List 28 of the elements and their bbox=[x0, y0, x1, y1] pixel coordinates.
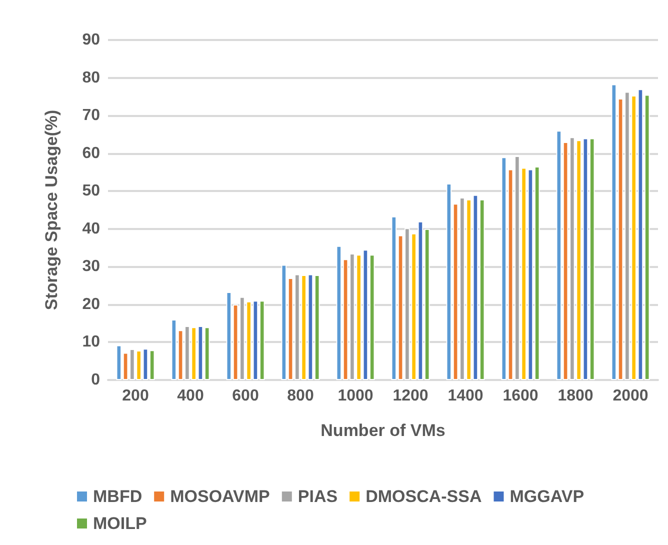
y-tick-label: 0 bbox=[91, 372, 100, 388]
y-tick-label: 90 bbox=[82, 32, 100, 48]
legend-label: MGGAVP bbox=[510, 487, 584, 506]
x-tick-label: 400 bbox=[177, 388, 204, 404]
x-tick-label: 1400 bbox=[448, 388, 484, 404]
x-tick-label: 1200 bbox=[392, 388, 428, 404]
legend-label: MBFD bbox=[93, 487, 142, 506]
legend-label: MOSOAVMP bbox=[170, 487, 270, 506]
y-tick-label: 70 bbox=[82, 107, 100, 124]
y-tick-label: 60 bbox=[82, 144, 100, 162]
y-tick-label: 30 bbox=[82, 258, 100, 276]
x-tick-label: 200 bbox=[122, 388, 149, 404]
legend-label: MOILP bbox=[93, 514, 147, 533]
legend-label: DMOSCA-SSA bbox=[366, 487, 482, 506]
y-axis-title: Storage Space Usage(%) bbox=[42, 110, 61, 310]
x-tick-label: 800 bbox=[287, 388, 314, 404]
x-tick-label: 2000 bbox=[612, 388, 648, 404]
y-tick-label: 80 bbox=[82, 69, 100, 86]
y-tick-label: 20 bbox=[82, 296, 100, 313]
x-tick-label: 600 bbox=[232, 388, 259, 404]
legend-label: PIAS bbox=[298, 487, 338, 506]
y-tick-label: 50 bbox=[82, 182, 100, 200]
x-tick-label: 1600 bbox=[502, 388, 538, 404]
x-tick-label: 1800 bbox=[558, 388, 594, 404]
y-tick-label: 10 bbox=[82, 334, 100, 351]
x-tick-label: 1000 bbox=[338, 388, 374, 404]
x-axis-title: Number of VMs bbox=[320, 421, 446, 440]
y-tick-label: 40 bbox=[82, 220, 100, 238]
